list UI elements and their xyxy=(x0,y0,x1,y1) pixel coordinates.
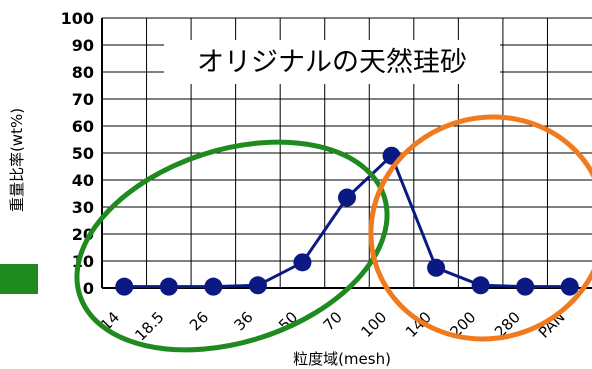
y-tick-label-0: 0 xyxy=(83,279,94,298)
data-point-18.5 xyxy=(159,277,178,296)
y-tick-label-10: 100 xyxy=(61,9,94,28)
left-highlight-ellipse xyxy=(74,139,390,353)
y-tick-label-6: 60 xyxy=(72,117,94,136)
x-axis-label: 粒度域(mesh) xyxy=(293,350,391,368)
data-point-PAN xyxy=(560,277,579,296)
right-highlight-ellipse xyxy=(368,114,592,342)
data-point-36 xyxy=(248,276,267,295)
y-tick-label-9: 90 xyxy=(72,36,94,55)
series xyxy=(115,146,579,296)
y-tick-label-7: 70 xyxy=(72,90,94,109)
y-tick-label-5: 50 xyxy=(72,144,94,163)
x-tick-label-3: 36 xyxy=(231,308,257,334)
left-marker-block xyxy=(0,264,38,294)
y-tick-label-8: 80 xyxy=(72,63,94,82)
x-tick-label-5: 70 xyxy=(320,308,346,334)
x-tick-label-2: 26 xyxy=(186,308,212,334)
chart-title: オリジナルの天然珪砂 xyxy=(197,47,467,78)
y-tick-label-4: 40 xyxy=(72,171,94,190)
data-point-200 xyxy=(471,276,490,295)
data-point-70 xyxy=(338,188,356,207)
data-point-280 xyxy=(516,277,535,296)
x-tick-label-1: 18.5 xyxy=(131,308,167,344)
data-point-26 xyxy=(204,277,223,296)
data-point-14 xyxy=(115,277,134,296)
data-point-140 xyxy=(427,258,446,277)
y-axis-label: 重量比率(wt%) xyxy=(8,108,26,212)
data-point-50 xyxy=(293,253,312,272)
x-tick-label-6: 100 xyxy=(357,308,390,341)
title-box xyxy=(164,40,500,84)
y-tick-label-3: 30 xyxy=(72,198,94,217)
